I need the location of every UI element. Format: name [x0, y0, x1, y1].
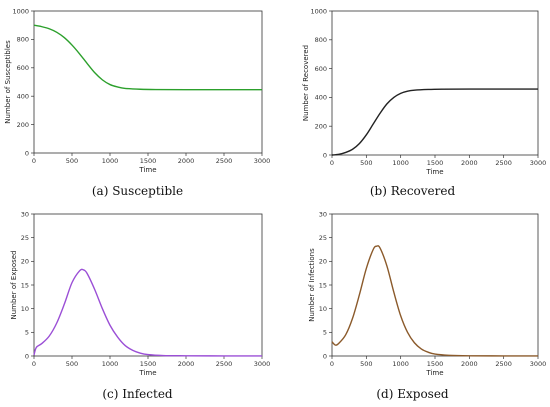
panel-infected: 0 500 1000 1500 2000 2500 3000 0 5 10 15 20 25 30 Time… [0, 204, 275, 407]
exposed-x-tick-label: 1500 [427, 360, 444, 368]
susceptible-x-tick-label: 0 [32, 157, 36, 165]
exposed-x-tick-label: 0 [330, 360, 334, 368]
susceptible-x-tick-label: 3000 [254, 157, 271, 165]
chart-recovered-svg: 0 500 1000 1500 2000 2500 3000 0 200 400 600 800 100… [302, 7, 547, 176]
exposed-x-tick-label: 2500 [495, 360, 512, 368]
chart-infected-svg: 0 500 1000 1500 2000 2500 3000 0 5 10 15 20 25 30 Time… [10, 210, 271, 377]
susceptible-y-tick-label: 800 [17, 36, 29, 44]
exposed-plot-frame [331, 213, 539, 357]
infected-x-axis-label: Time [138, 369, 156, 377]
susceptible-x-tick-label: 1000 [102, 157, 119, 165]
susceptible-y-tick-label: 600 [17, 64, 29, 72]
infected-x-tick-label: 3000 [254, 360, 271, 368]
susceptible-x-tick-label: 2000 [178, 157, 195, 165]
infected-y-tick-label: 0 [25, 352, 29, 360]
susceptible-plot-frame [33, 10, 263, 154]
infected-x-tick-label: 2000 [178, 360, 195, 368]
panel-exposed: 0 500 1000 1500 2000 2500 3000 0 5 10 15 20 25 30 Time… [275, 204, 550, 407]
susceptible-y-tick-label: 400 [17, 93, 29, 101]
exposed-y-tick-label: 0 [323, 352, 327, 360]
exposed-y-tick-label: 5 [323, 329, 327, 337]
recovered-x-axis-label: Time [425, 168, 443, 176]
panel-susceptible: 0 500 1000 1500 2000 2500 3000 0 200 400 600 800 100… [0, 0, 275, 204]
exposed-series-line [331, 245, 539, 357]
recovered-x-tick-label: 500 [360, 159, 372, 167]
exposed-x-axis-label: Time [425, 369, 443, 377]
infected-y-tick-label: 5 [25, 329, 29, 337]
susceptible-x-axis-label: Time [138, 166, 156, 174]
susceptible-x-tick-label: 500 [66, 157, 78, 165]
exposed-y-tick-label: 20 [319, 258, 327, 266]
susceptible-series-line [33, 24, 262, 91]
exposed-y-tick-label: 25 [319, 234, 327, 242]
exposed-y-tick-label: 10 [319, 305, 327, 313]
infected-y-tick-label: 20 [21, 258, 29, 266]
susceptible-y-tick-label: 200 [17, 121, 29, 129]
infected-x-tick-label: 2500 [216, 360, 233, 368]
recovered-x-tick-label: 0 [330, 159, 334, 167]
recovered-y-axis-label: Number of Recovered [302, 45, 310, 121]
susceptible-y-tick-label: 0 [25, 149, 29, 157]
recovered-y-tick-label: 600 [315, 65, 327, 73]
recovered-x-tick-label: 3000 [530, 159, 547, 167]
recovered-x-tick-label: 1000 [392, 159, 409, 167]
infected-y-axis-label: Number of Exposed [10, 250, 18, 319]
susceptible-x-tick-label: 1500 [140, 157, 157, 165]
recovered-y-tick-label: 200 [315, 123, 327, 131]
infected-x-tick-label: 1000 [102, 360, 119, 368]
infected-series-line [33, 268, 263, 357]
infected-y-tick-label: 15 [21, 281, 29, 289]
exposed-y-axis-label: Number of Infections [308, 248, 316, 322]
recovered-y-tick-label: 400 [315, 94, 327, 102]
recovered-plot-frame [331, 10, 539, 156]
exposed-y-tick-label: 15 [319, 281, 327, 289]
recovered-x-tick-label: 2500 [495, 159, 512, 167]
exposed-x-tick-label: 500 [360, 360, 372, 368]
infected-y-tick-label: 30 [21, 210, 29, 218]
caption-infected: (c) Infected [102, 387, 173, 401]
infected-y-tick-label: 25 [21, 234, 29, 242]
recovered-x-tick-label: 1500 [427, 159, 444, 167]
recovered-y-tick-label: 0 [323, 151, 327, 159]
exposed-x-tick-label: 1000 [392, 360, 409, 368]
exposed-x-tick-label: 2000 [461, 360, 478, 368]
chart-susceptible-svg: 0 500 1000 1500 2000 2500 3000 0 200 400 600 800 100… [4, 7, 271, 174]
infected-x-tick-label: 0 [32, 360, 36, 368]
infected-y-tick-label: 10 [21, 305, 29, 313]
infected-x-tick-label: 500 [66, 360, 78, 368]
caption-susceptible: (a) Susceptible [91, 184, 184, 198]
panel-recovered: 0 500 1000 1500 2000 2500 3000 0 200 400 600 800 100… [275, 0, 550, 204]
recovered-x-tick-label: 2000 [461, 159, 478, 167]
susceptible-y-axis-label: Number of Susceptibles [4, 40, 12, 124]
exposed-x-tick-label: 3000 [530, 360, 547, 368]
recovered-y-tick-label: 1000 [310, 7, 327, 15]
recovered-series-line [331, 88, 538, 156]
infected-plot-frame [33, 213, 263, 357]
exposed-y-tick-label: 30 [319, 210, 327, 218]
chart-exposed-svg: 0 500 1000 1500 2000 2500 3000 0 5 10 15 20 25 30 Time… [308, 210, 547, 377]
recovered-y-tick-label: 800 [315, 36, 327, 44]
infected-x-tick-label: 1500 [140, 360, 157, 368]
susceptible-x-tick-label: 2500 [216, 157, 233, 165]
caption-exposed: (d) Exposed [376, 387, 449, 401]
caption-recovered: (b) Recovered [369, 184, 456, 198]
susceptible-y-tick-label: 1000 [12, 7, 29, 15]
